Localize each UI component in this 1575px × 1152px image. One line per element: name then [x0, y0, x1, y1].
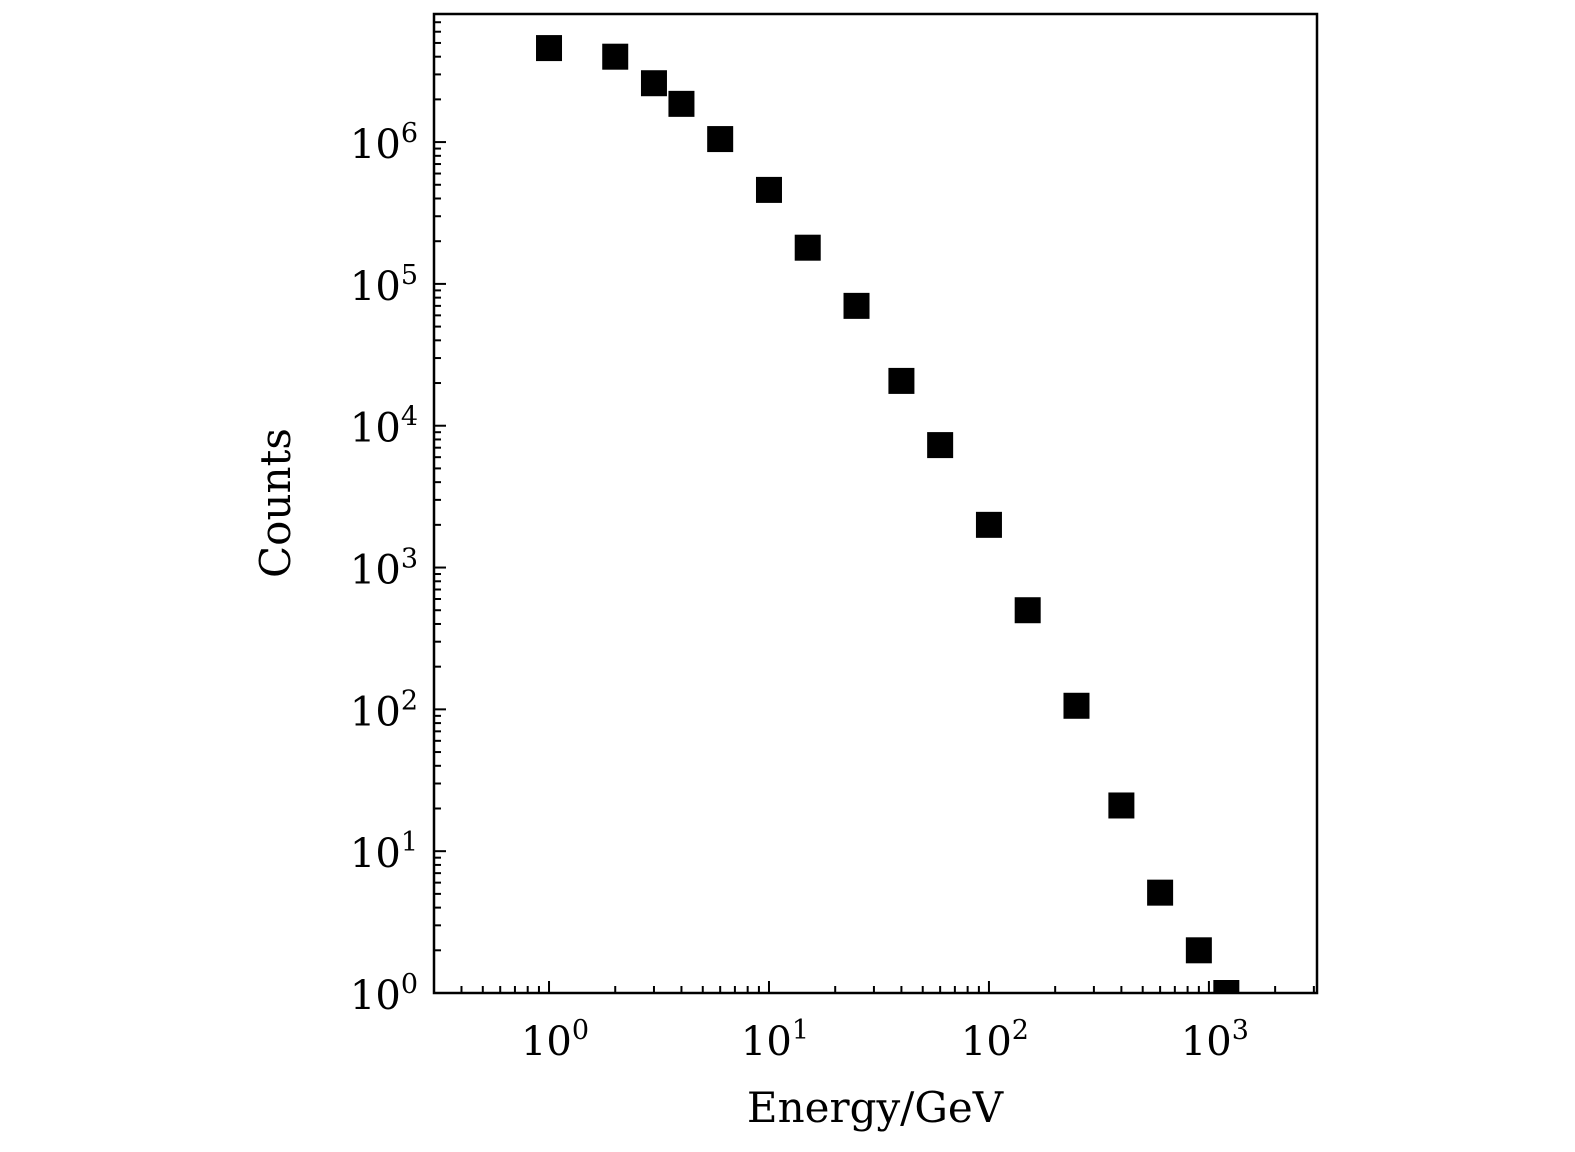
y-tick-label: 106: [350, 118, 418, 168]
data-points: [536, 35, 1240, 993]
x-tick-label: 103: [1181, 1015, 1249, 1065]
data-point: [1063, 692, 1090, 719]
data-point: [888, 367, 915, 394]
x-tick-label: 101: [741, 1015, 809, 1065]
data-point: [1108, 792, 1135, 819]
y-tick-label: 101: [350, 827, 418, 877]
data-point: [602, 43, 629, 70]
tick-labels: 100 101 102 103 100 101 102 103 104 105 106: [350, 118, 1249, 1065]
y-tick-label: 102: [350, 685, 418, 735]
y-axis-label: Counts: [251, 428, 300, 578]
data-point: [1014, 597, 1041, 624]
x-tick-label: 102: [961, 1015, 1029, 1065]
x-tick-label: 100: [521, 1015, 589, 1065]
y-tick-label: 105: [350, 260, 418, 310]
x-axis-label: Energy/GeV: [747, 1083, 1004, 1132]
data-point: [668, 90, 695, 117]
plot-frame: [432, 12, 1319, 995]
y-tick-label: 104: [350, 402, 418, 452]
data-point: [1147, 879, 1174, 906]
axis-ticks: [433, 13, 1315, 994]
data-point: [707, 126, 734, 153]
data-point: [536, 35, 563, 62]
data-point: [975, 511, 1002, 538]
data-point: [927, 432, 954, 459]
data-point: [794, 234, 821, 261]
data-point: [1185, 937, 1212, 964]
data-point: [640, 70, 667, 97]
data-point: [843, 292, 870, 319]
y-tick-label: 103: [350, 544, 418, 594]
data-point: [755, 176, 782, 203]
y-tick-label: 100: [350, 969, 418, 1019]
data-point: [1213, 980, 1240, 993]
